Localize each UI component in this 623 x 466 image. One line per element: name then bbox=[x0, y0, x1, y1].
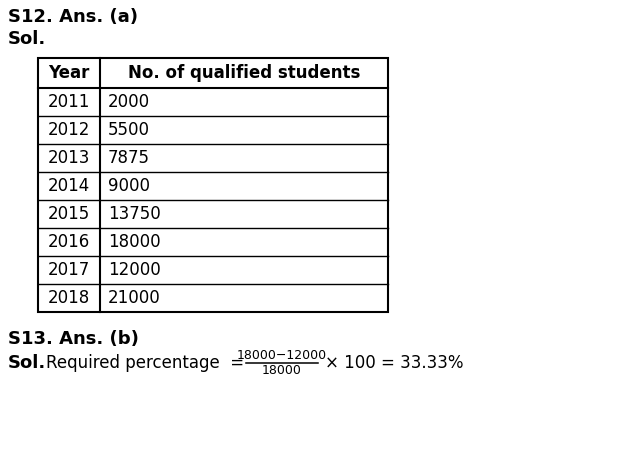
Text: 2016: 2016 bbox=[48, 233, 90, 251]
Text: 21000: 21000 bbox=[108, 289, 161, 307]
Text: 5500: 5500 bbox=[108, 121, 150, 139]
Text: Sol.: Sol. bbox=[8, 354, 46, 372]
Text: 2014: 2014 bbox=[48, 177, 90, 195]
Bar bbox=[38, 58, 388, 312]
Text: 12000: 12000 bbox=[108, 261, 161, 279]
Text: 2000: 2000 bbox=[108, 93, 150, 111]
Text: 13750: 13750 bbox=[108, 205, 161, 223]
Text: × 100 = 33.33%: × 100 = 33.33% bbox=[325, 354, 464, 372]
Text: 18000−12000: 18000−12000 bbox=[237, 349, 327, 362]
Text: 2015: 2015 bbox=[48, 205, 90, 223]
Text: Year: Year bbox=[49, 64, 90, 82]
Text: S12. Ans. (a): S12. Ans. (a) bbox=[8, 8, 138, 26]
Text: No. of qualified students: No. of qualified students bbox=[128, 64, 360, 82]
Text: 2018: 2018 bbox=[48, 289, 90, 307]
Text: 9000: 9000 bbox=[108, 177, 150, 195]
Text: 2011: 2011 bbox=[48, 93, 90, 111]
Text: 2012: 2012 bbox=[48, 121, 90, 139]
Text: 18000: 18000 bbox=[108, 233, 161, 251]
Text: Required percentage  =: Required percentage = bbox=[46, 354, 244, 372]
Text: 2017: 2017 bbox=[48, 261, 90, 279]
Text: 2013: 2013 bbox=[48, 149, 90, 167]
Text: S13. Ans. (b): S13. Ans. (b) bbox=[8, 330, 139, 348]
Text: 18000: 18000 bbox=[262, 364, 302, 377]
Text: 7875: 7875 bbox=[108, 149, 150, 167]
Text: Sol.: Sol. bbox=[8, 30, 46, 48]
